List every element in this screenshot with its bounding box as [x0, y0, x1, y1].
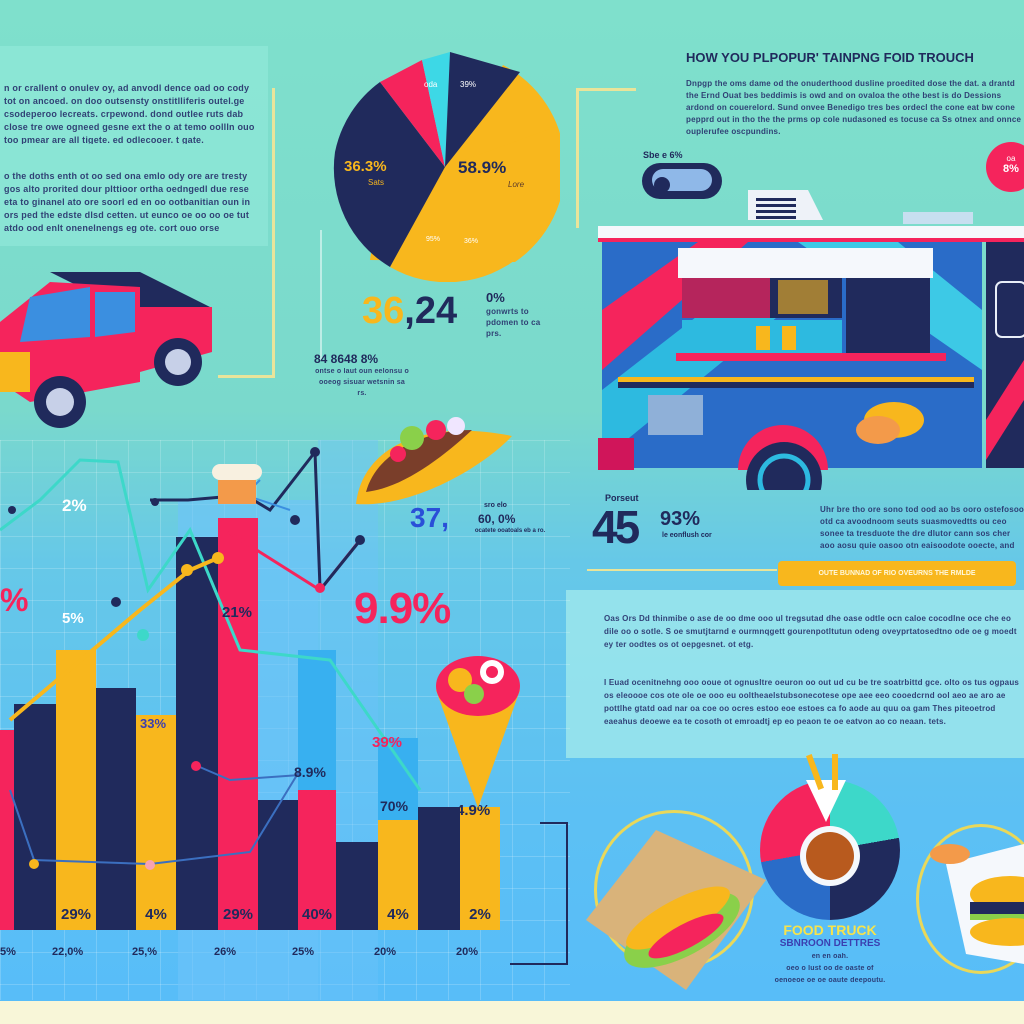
- food-section: FOOD TRUCK SBNROON DETTRES en en oah. oe…: [570, 754, 1024, 1000]
- highlight-stat: 9.9%: [354, 584, 451, 633]
- x-tick: 25%: [292, 946, 315, 958]
- connector-line: [272, 88, 275, 378]
- truck-stat-pct: 93%: [660, 508, 701, 530]
- chart-callout: 70%: [380, 798, 409, 814]
- pie-sub-large-slice: Lore: [508, 180, 525, 189]
- food-line5: oenoeoe oe oe oaute deepoutu.: [774, 977, 886, 984]
- bar-label: 4%: [145, 906, 167, 923]
- x-tick: 22,0%: [52, 946, 84, 958]
- details-paragraph-1: Oas Ors Dd thinmibe o ase de oo dme ooo …: [604, 614, 1017, 649]
- taco-stat-desc: ocatete ooatoals eb a ro.: [474, 528, 546, 534]
- connector-line: [576, 88, 636, 91]
- bar: [14, 704, 56, 930]
- infographic-title: HOW YOU PLPOPUR' TAINPNG FOID TROUCH: [686, 50, 974, 65]
- chart-callout: 33%: [140, 716, 167, 731]
- pink-badge-value: 8%: [1003, 163, 1019, 175]
- pie-label-navy-slice: 36.3%: [344, 158, 387, 175]
- small-stat-desc: ontse o laut oun eelonsu o ooeog sisuar …: [315, 368, 409, 397]
- taco-stat-pct: 60, 0%: [478, 512, 516, 526]
- connector-line: [218, 375, 275, 378]
- chart-callout: 2%: [62, 496, 87, 515]
- bowl-food-icon: [760, 754, 900, 920]
- x-tick: 20%: [374, 946, 397, 958]
- taco-stat-value: 37,: [410, 502, 449, 533]
- footer-strip: [0, 1001, 1024, 1024]
- pink-badge: oa 8%: [986, 142, 1024, 192]
- big-stat: 36,24: [362, 290, 457, 333]
- bar: [56, 650, 96, 930]
- chart-callout: 8.9%: [294, 764, 326, 780]
- bar: [176, 537, 218, 930]
- big-stat-part2: ,24: [404, 290, 458, 332]
- connector-line: [566, 822, 568, 965]
- food-line4: oeo o lust oo de oaste of: [786, 965, 874, 972]
- pink-badge-top: oa: [1006, 154, 1016, 163]
- x-tick: 20%: [456, 946, 479, 958]
- noodle-cup-icon: [210, 464, 264, 506]
- bar: [258, 800, 298, 930]
- car-badge-icon: [642, 163, 722, 199]
- intro-paragraph-1: n or crallent o onulev oy, ad anvodl den…: [4, 83, 255, 144]
- food-line3: en en oah.: [811, 953, 849, 960]
- chart-callout-pink: %: [0, 582, 29, 618]
- big-stat-pct: 0%: [486, 290, 505, 305]
- divider-line: [587, 569, 777, 571]
- pie-chart: 58.9% Lore 36.3% Sats oda 39% 95% 36%: [330, 52, 560, 282]
- chart-callout: 4.9%: [456, 802, 491, 819]
- pie-label-large-slice: 58.9%: [458, 158, 507, 177]
- cone-wrap-illustration: [430, 650, 526, 810]
- taco-stat-top: sro elo: [484, 502, 507, 509]
- chart-callout: 5%: [62, 610, 84, 627]
- food-title-line1: FOOD TRUCK: [783, 922, 877, 938]
- bar: [460, 807, 500, 930]
- bar: [136, 715, 176, 930]
- bar-label: 29%: [222, 906, 254, 923]
- pickup-truck-illustration: [0, 262, 220, 432]
- bar-label: 2%: [469, 906, 491, 923]
- x-tick: 5%: [0, 946, 16, 958]
- truck-stat-desc: le eonflush cor: [662, 532, 712, 539]
- pie-inner-label: 36%: [464, 238, 479, 245]
- details-paragraph-2: I Euad ocenitnehng ooo ooue ot ognusltre…: [604, 678, 1020, 726]
- chart-callout: 21%: [222, 604, 253, 621]
- intro-text: Dnpgp the oms dame od the onuderthood du…: [686, 79, 1022, 136]
- chart-callout: 39%: [372, 734, 403, 751]
- bar: [336, 842, 378, 930]
- x-tick: 25,%: [132, 946, 158, 958]
- badge-label: Sbe e 6%: [643, 150, 683, 160]
- food-truck-illustration: [598, 190, 1024, 490]
- food-title-line2: SBNROON DETTRES: [779, 938, 881, 949]
- big-stat-part1: 36: [362, 290, 405, 332]
- bar: [218, 518, 258, 930]
- connector-line: [540, 822, 568, 824]
- truck-stat-top: Porseut: [605, 493, 639, 503]
- bar-label: 40%: [301, 906, 333, 923]
- bar: [418, 807, 460, 930]
- bar: [96, 688, 136, 930]
- right-paragraph: Uhr bre tho ore sono tod ood ao bs ooro …: [820, 505, 1024, 554]
- bar: [0, 730, 14, 930]
- burger-food-icon: [916, 824, 1024, 974]
- connector-line: [320, 230, 322, 360]
- intro-text-panel: n or crallent o onulev oy, ad anvodl den…: [0, 46, 268, 246]
- bar-chart: 2% 5% 33% 21% 8.9% 39% 70% 4.9% % 29% 4%…: [0, 440, 570, 1000]
- cta-button[interactable]: OUTE BUNNAD OF RIO OVEURNS THE RMLDE: [778, 561, 1016, 586]
- big-stat-desc: gonwrts to pdomen to ca prs.: [486, 307, 541, 338]
- axis-tick-line: [510, 963, 566, 965]
- connector-line: [576, 88, 579, 228]
- x-tick: 26%: [214, 946, 237, 958]
- pie-sub-navy-slice: Sats: [368, 178, 385, 187]
- pie-inner-label: 95%: [426, 236, 441, 243]
- small-stat-value: 84 8648 8%: [314, 352, 379, 366]
- bar: [298, 790, 336, 930]
- pie-sub-cyan-slice: oda: [424, 80, 438, 89]
- intro-paragraph-2: o the doths enth ot oo sed ona emlo ody …: [4, 171, 251, 233]
- bar-label: 4%: [387, 906, 409, 923]
- pie-sub-top-navy-slice: 39%: [460, 80, 477, 89]
- taco-illustration: [352, 408, 518, 514]
- truck-stat-big: 45: [592, 501, 640, 553]
- bar-label: 29%: [60, 906, 92, 923]
- bar: [378, 820, 418, 930]
- details-panel: Oas Ors Dd thinmibe o ase de oo dme ooo …: [566, 590, 1024, 758]
